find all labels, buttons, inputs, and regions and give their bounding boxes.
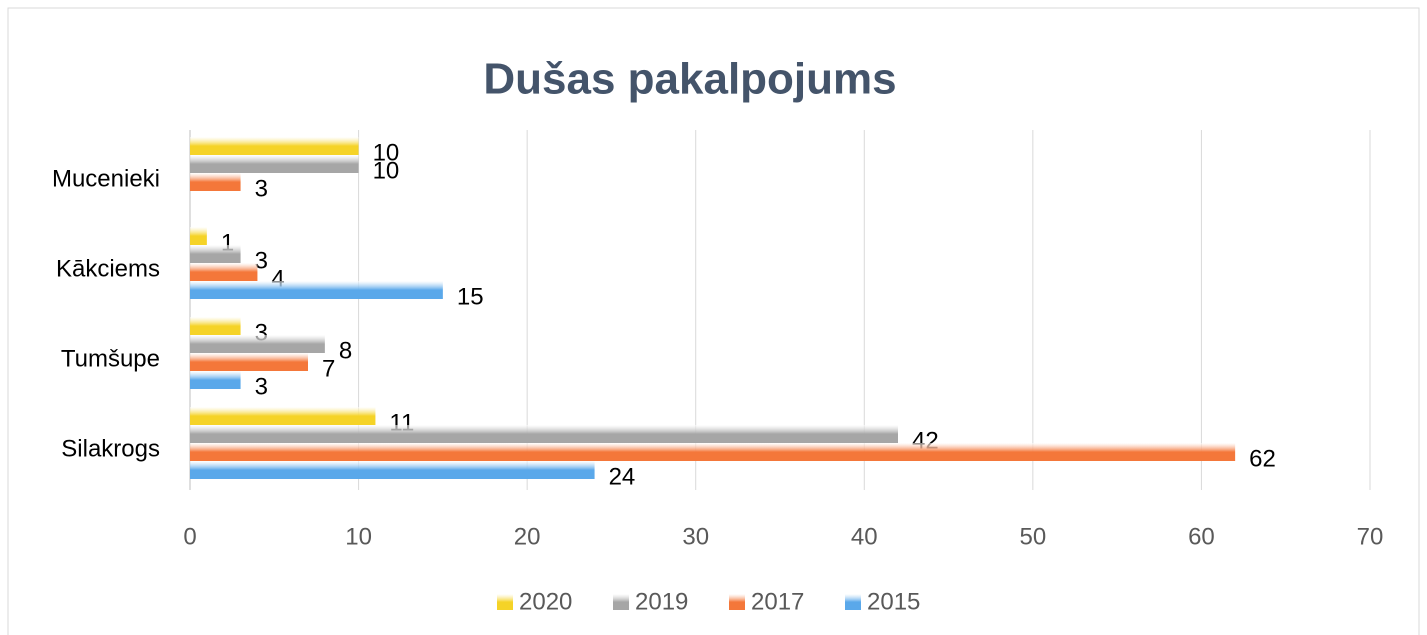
bar	[190, 443, 1236, 461]
bar	[190, 425, 898, 443]
bar	[190, 173, 241, 191]
bar	[190, 317, 241, 335]
bar	[190, 245, 241, 263]
chart-frame	[7, 7, 1420, 635]
x-tick-label: 40	[851, 523, 878, 550]
bar	[190, 281, 443, 299]
x-tick-label: 0	[183, 523, 196, 550]
data-label: 3	[255, 175, 268, 202]
y-tick-label: Tumšupe	[61, 345, 160, 372]
chart-title: Dušas pakalpojums	[483, 55, 896, 104]
x-tick-label: 70	[1357, 523, 1384, 550]
data-label: 62	[1249, 445, 1276, 472]
data-label: 15	[457, 283, 484, 310]
bar	[190, 263, 258, 281]
data-label: 7	[322, 355, 335, 382]
legend-label: 2020	[519, 588, 572, 615]
y-tick-label: Silakrogs	[61, 435, 160, 462]
legend-label: 2017	[751, 588, 804, 615]
y-tick-label: Kākciems	[56, 255, 160, 282]
bar	[190, 155, 359, 173]
legend-label: 2019	[635, 588, 688, 615]
legend-swatch	[845, 594, 861, 610]
x-tick-label: 30	[682, 523, 709, 550]
legend-swatch	[497, 594, 513, 610]
x-tick-label: 20	[514, 523, 541, 550]
data-label: 8	[339, 337, 352, 364]
legend-swatch	[729, 594, 745, 610]
data-label: 10	[373, 157, 400, 184]
bar	[190, 461, 595, 479]
data-label: 3	[255, 247, 268, 274]
bar	[190, 227, 207, 245]
x-tick-label: 10	[345, 523, 372, 550]
bar	[190, 371, 241, 389]
legend-swatch	[613, 594, 629, 610]
data-label: 3	[255, 373, 268, 400]
bar	[190, 335, 325, 353]
data-label: 10	[373, 139, 400, 166]
x-tick-label: 60	[1188, 523, 1215, 550]
data-label: 24	[609, 463, 636, 490]
y-tick-label: Mucenieki	[52, 165, 160, 192]
bar	[190, 407, 376, 425]
bar	[190, 137, 359, 155]
bar	[190, 353, 308, 371]
x-tick-label: 50	[1020, 523, 1047, 550]
legend-label: 2015	[867, 588, 920, 615]
